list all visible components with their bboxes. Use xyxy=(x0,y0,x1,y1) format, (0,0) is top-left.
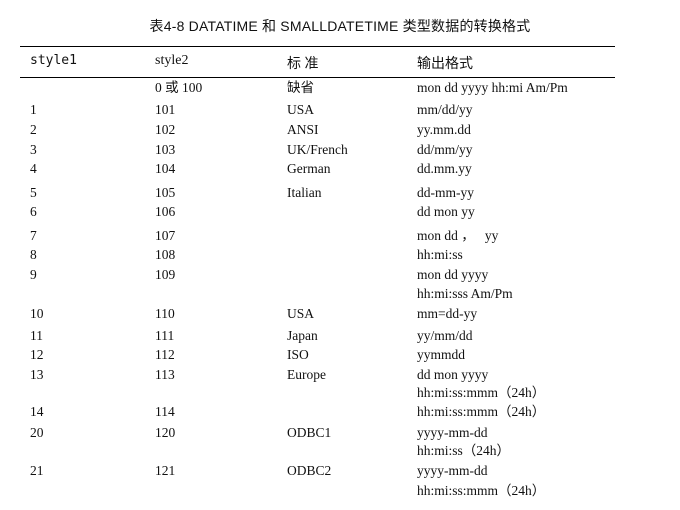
cell-output-format: dd/mm/yy xyxy=(417,142,473,157)
top-rule xyxy=(20,46,615,47)
cell-style1: 9 xyxy=(30,267,37,282)
cell-style2: 114 xyxy=(155,404,175,419)
cell-style2: 107 xyxy=(155,228,176,243)
cell-output-format: yyyy-mm-dd xyxy=(417,463,488,478)
cell-style2: 111 xyxy=(155,328,175,343)
cell-style2: 106 xyxy=(155,204,176,219)
cell-output-format: yyyy-mm-dd xyxy=(417,425,488,440)
cell-output-format: dd-mm-yy xyxy=(417,185,474,200)
cell-style1: 12 xyxy=(30,347,44,362)
cell-style1: 8 xyxy=(30,247,37,262)
cell-standard: USA xyxy=(287,306,315,321)
cell-style2: 113 xyxy=(155,367,175,382)
cell-output-format: dd.mm.yy xyxy=(417,161,472,176)
cell-style2: 103 xyxy=(155,142,176,157)
cell-output-format: yy/mm/dd xyxy=(417,328,473,343)
cell-output-format: mm=dd-yy xyxy=(417,306,478,321)
cell-style1: 10 xyxy=(30,306,44,321)
cell-output-format: mon dd yyyy hh:mi Am/Pm xyxy=(417,80,568,95)
cell-style1: 6 xyxy=(30,204,37,219)
header-standard: 标 准 xyxy=(287,57,319,72)
cell-output-format: hh:mi:ss:mmm（24h） xyxy=(417,385,546,400)
cell-output-format: mon dd ， yy xyxy=(417,228,499,243)
cell-style2: 120 xyxy=(155,425,176,440)
cell-output-format: yymmdd xyxy=(417,347,466,362)
cell-standard: German xyxy=(287,161,331,176)
cell-style1: 5 xyxy=(30,185,37,200)
cell-output-format: yy.mm.dd xyxy=(417,122,471,137)
cell-style2: 121 xyxy=(155,463,176,478)
cell-standard: Italian xyxy=(287,185,322,200)
cell-style1: 11 xyxy=(30,328,43,343)
cell-standard: Japan xyxy=(287,328,318,343)
header-output-format: 输出格式 xyxy=(417,57,473,72)
cell-style1: 14 xyxy=(30,404,44,419)
cell-style1: 20 xyxy=(30,425,44,440)
cell-style1: 7 xyxy=(30,228,37,243)
table-caption: 表4-8 DATATIME 和 SMALLDATETIME 类型数据的转换格式 xyxy=(149,18,531,34)
cell-standard: ODBC1 xyxy=(287,425,332,440)
cell-style2: 101 xyxy=(155,102,176,117)
cell-style2: 102 xyxy=(155,122,176,137)
cell-standard: ISO xyxy=(287,347,309,362)
cell-output-format: hh:mi:sss Am/Pm xyxy=(417,286,513,301)
cell-standard: UK/French xyxy=(287,142,348,157)
header-style2: style2 xyxy=(155,53,189,68)
header-rule xyxy=(20,77,615,78)
cell-style2: 110 xyxy=(155,306,175,321)
cell-style2: 0 或 100 xyxy=(155,80,203,95)
cell-output-format: dd mon yyyy xyxy=(417,367,489,382)
cell-output-format: hh:mi:ss（24h） xyxy=(417,443,511,458)
cell-style1: 21 xyxy=(30,463,44,478)
header-style1: style1 xyxy=(30,53,77,68)
cell-output-format: hh:mi:ss:mmm（24h） xyxy=(417,404,546,419)
cell-output-format: hh:mi:ss xyxy=(417,247,463,262)
cell-style2: 112 xyxy=(155,347,175,362)
cell-standard: ODBC2 xyxy=(287,463,332,478)
cell-standard: ANSI xyxy=(287,122,319,137)
cell-output-format: mon dd yyyy xyxy=(417,267,489,282)
cell-style1: 13 xyxy=(30,367,44,382)
cell-standard: USA xyxy=(287,102,315,117)
cell-style1: 2 xyxy=(30,122,37,137)
cell-style2: 109 xyxy=(155,267,176,282)
cell-style2: 108 xyxy=(155,247,176,262)
cell-output-format: hh:mi:ss:mmm（24h） xyxy=(417,483,546,498)
cell-standard: 缺省 xyxy=(287,80,314,95)
cell-standard: Europe xyxy=(287,367,326,382)
cell-style1: 1 xyxy=(30,102,37,117)
cell-style2: 104 xyxy=(155,161,176,176)
cell-style1: 4 xyxy=(30,161,37,176)
cell-style1: 3 xyxy=(30,142,37,157)
cell-output-format: mm/dd/yy xyxy=(417,102,473,117)
cell-output-format: dd mon yy xyxy=(417,204,475,219)
cell-style2: 105 xyxy=(155,185,176,200)
